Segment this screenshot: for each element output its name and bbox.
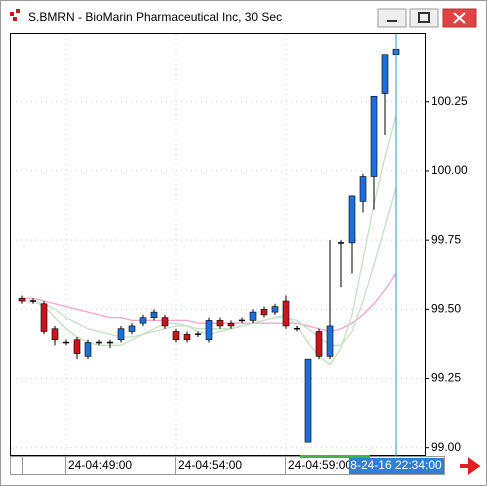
candle-body xyxy=(40,303,48,332)
app-icon xyxy=(10,9,20,21)
candle-body xyxy=(227,322,235,327)
cursor-label-bg xyxy=(349,458,444,474)
time-range-bar xyxy=(300,455,370,458)
candle-body xyxy=(183,333,191,341)
y-tick-label: 100.25 xyxy=(431,94,468,108)
candle-body xyxy=(271,306,279,313)
window-title: S.BMRN - BioMarin Pharmaceutical Inc, 30… xyxy=(28,10,282,24)
y-tick-label: 99.50 xyxy=(431,302,461,316)
candle-body xyxy=(128,325,136,332)
candle-body xyxy=(161,317,169,327)
candle-body xyxy=(18,297,26,302)
candle-body xyxy=(326,325,334,357)
x-tick-label: 24-04:49:00 xyxy=(68,458,132,472)
candle-body xyxy=(172,331,180,341)
candle-body xyxy=(381,54,389,94)
candle-body xyxy=(315,331,323,357)
x-tick-label: 24-04:54:00 xyxy=(178,458,242,472)
y-tick-label: 99.25 xyxy=(431,371,461,385)
candle-body xyxy=(304,358,312,443)
scroll-right-arrow[interactable] xyxy=(460,457,481,475)
maximize-button[interactable] xyxy=(409,8,439,28)
candle-body xyxy=(73,339,81,354)
plot-area xyxy=(10,33,426,456)
candle-body xyxy=(139,317,147,324)
candle-body xyxy=(249,311,257,321)
y-tick-label: 99.75 xyxy=(431,232,461,246)
candle-body xyxy=(260,309,268,316)
plot-content: 99.00 99.25 99.50 99.75 100.00 100.25 24-04:49… xyxy=(11,34,468,474)
cursor-label: 8-24-16 22:34:00 xyxy=(350,458,442,472)
candle-body xyxy=(282,300,290,327)
candle-body xyxy=(205,320,213,341)
x-tick-label: 24-04:59:00 xyxy=(288,458,352,472)
candle-body xyxy=(150,311,158,318)
candle-body xyxy=(359,176,367,202)
close-button[interactable] xyxy=(442,8,477,28)
y-tick-label: 99.00 xyxy=(431,440,461,454)
candle-body xyxy=(370,95,378,177)
candle-body xyxy=(51,328,59,341)
time-axis xyxy=(22,456,445,475)
minimize-button[interactable] xyxy=(377,8,407,28)
candle-body xyxy=(117,328,125,341)
axis-corner xyxy=(10,456,23,475)
candle-body xyxy=(216,320,224,327)
y-tick-label: 100.00 xyxy=(431,163,468,177)
candle-body xyxy=(84,342,92,357)
candle-body xyxy=(348,195,356,244)
